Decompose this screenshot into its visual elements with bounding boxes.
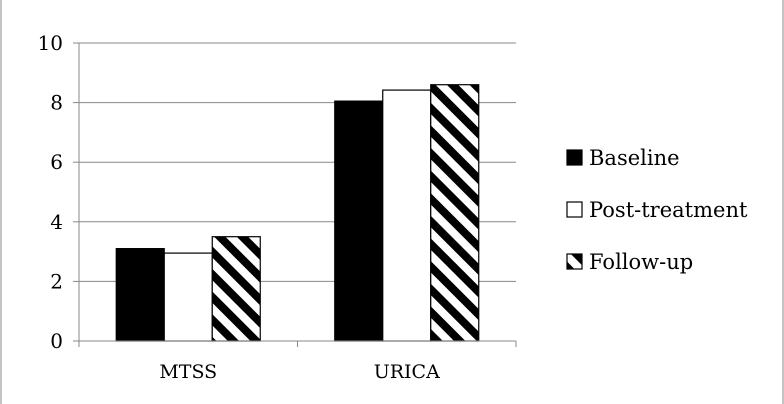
legend-swatch-baseline <box>566 149 583 166</box>
legend: Baseline Post-treatment Follow-up <box>566 146 748 274</box>
bar-baseline-urica <box>334 100 384 342</box>
bar-follow-up-urica <box>430 84 480 342</box>
y-tick-label: 6 <box>50 150 63 174</box>
bar-baseline-mtss <box>115 248 165 342</box>
y-tick-label: 8 <box>50 91 63 115</box>
bar-follow-up-mtss <box>211 236 261 342</box>
y-tick-label: 10 <box>38 31 63 55</box>
legend-label-post-treatment: Post-treatment <box>589 198 748 222</box>
legend-label-baseline: Baseline <box>589 146 680 170</box>
axes: 0 2 4 6 8 10 MTSS URICA <box>38 31 517 383</box>
y-tick-label: 2 <box>50 269 63 293</box>
legend-swatch-follow-up <box>566 253 583 270</box>
y-tick-label: 0 <box>50 329 63 353</box>
legend-label-follow-up: Follow-up <box>589 250 693 274</box>
bars <box>115 84 480 342</box>
bar-post-treatment-mtss <box>163 252 213 342</box>
x-category-label: MTSS <box>159 361 217 383</box>
y-tick-label: 4 <box>50 210 63 234</box>
legend-swatch-post-treatment <box>566 201 583 218</box>
bar-post-treatment-urica <box>382 89 432 342</box>
x-category-label: URICA <box>374 361 440 383</box>
